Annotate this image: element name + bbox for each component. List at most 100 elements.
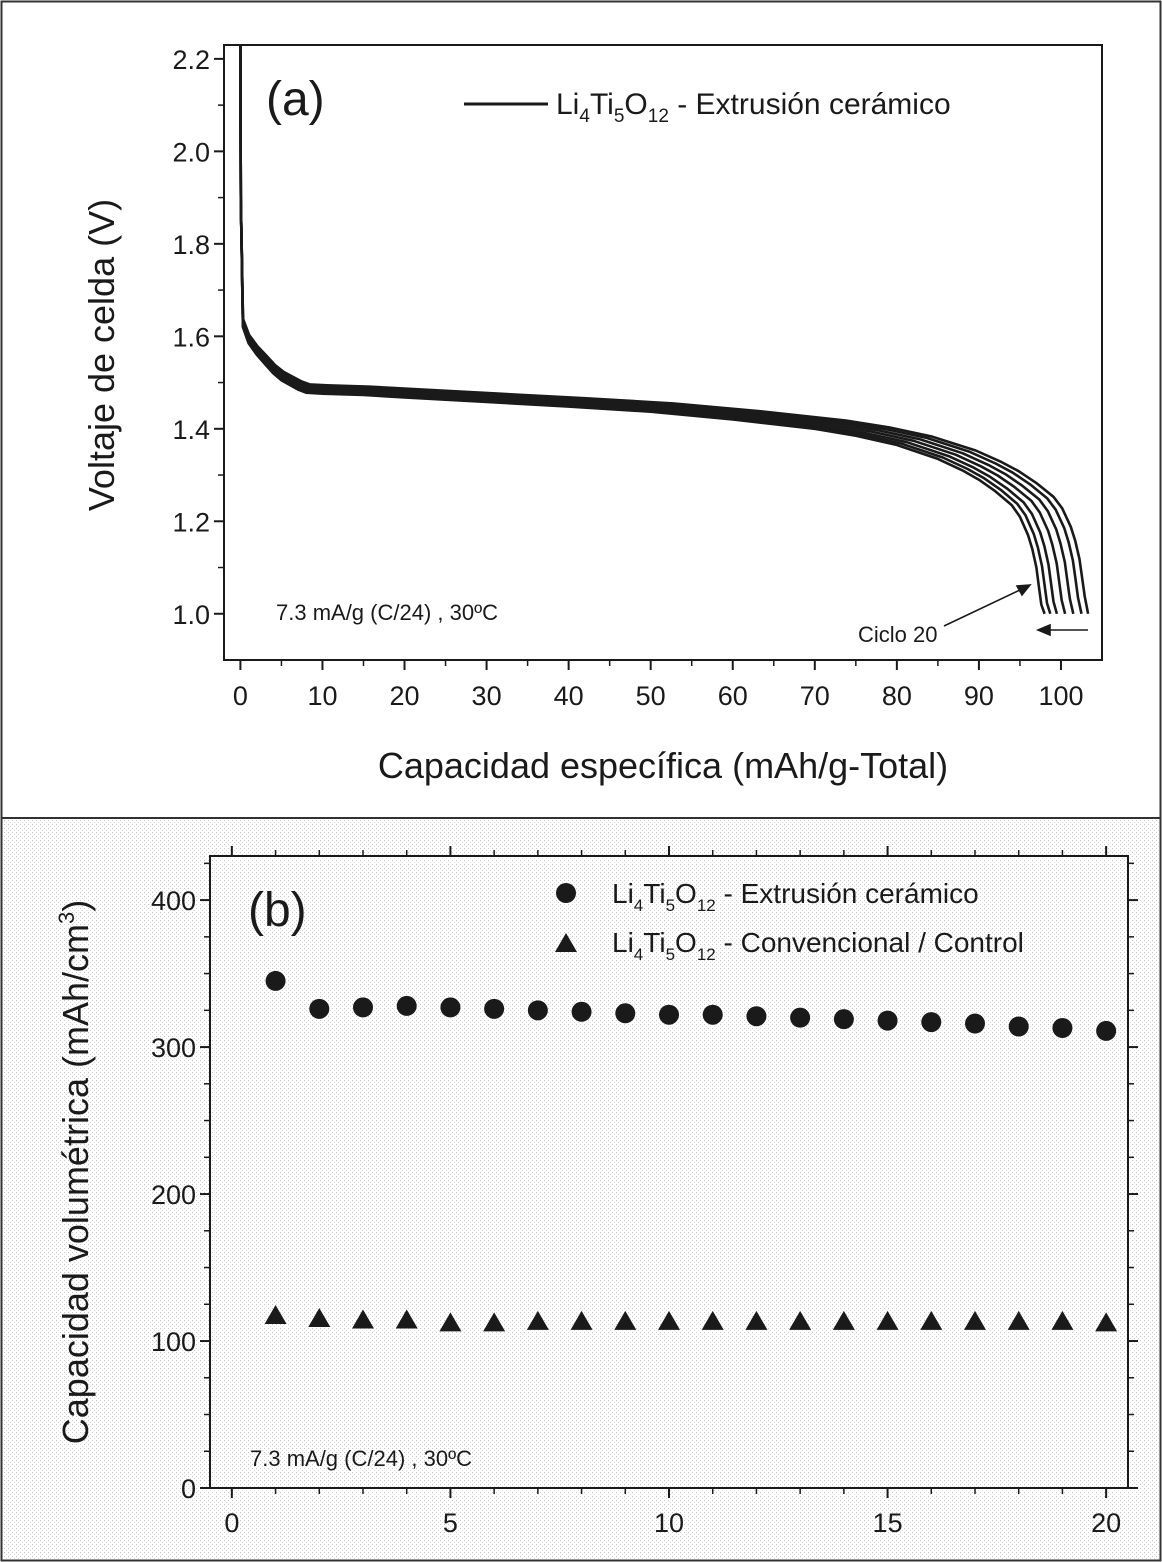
panel-b-point-control xyxy=(439,1312,462,1332)
panel-b-point-extrusion xyxy=(659,1004,679,1025)
panel-b-point-control xyxy=(964,1310,986,1330)
panel-b-point-control xyxy=(1007,1310,1030,1330)
panel-a-x-tick-label: 70 xyxy=(800,681,830,711)
panel-b-legend-label-1: Li4Ti5O12 - Extrusión cerámico xyxy=(612,878,979,915)
panel-b-x-tick-label: 5 xyxy=(443,1508,458,1538)
panel-a-x-axis-title: Capacidad específica (mAh/g-Total) xyxy=(378,745,948,786)
panel-b-point-extrusion xyxy=(353,997,373,1018)
panel-b-legend-triangle-marker xyxy=(555,933,577,952)
panel-a-x-tick-label: 40 xyxy=(554,681,584,711)
panel-a-cycle-arrows xyxy=(943,584,1088,637)
panel-b-point-control xyxy=(483,1312,506,1332)
panel-a-x-tick-label: 90 xyxy=(964,681,994,711)
panel-b-x-tick-label: 10 xyxy=(654,1508,684,1538)
panel-a-y-axis-title: Voltaje de celda (V) xyxy=(81,199,122,511)
panel-a-plot-area xyxy=(223,44,1103,661)
panel-b-point-control xyxy=(701,1310,724,1330)
panel-a-y-tick-label: 1.8 xyxy=(172,230,210,260)
panel-b-point-control xyxy=(264,1305,287,1325)
panel-a-legend-label: Li4Ti5O12 - Extrusión cerámico xyxy=(556,88,951,127)
panel-b-legend-circle-marker xyxy=(556,883,576,903)
panel-b-point-extrusion xyxy=(615,1003,636,1024)
panel-b-point-control xyxy=(789,1310,812,1330)
panel-b-point-control xyxy=(526,1310,549,1330)
panel-b-point-extrusion xyxy=(921,1012,942,1033)
panel-a-legend: Li4Ti5O12 - Extrusión cerámico xyxy=(464,88,951,127)
panel-b-x-tick-label: 20 xyxy=(1091,1508,1121,1538)
panel-b-x-tick-label: 15 xyxy=(873,1508,903,1538)
panel-b-point-extrusion xyxy=(265,970,286,991)
panel-b-y-tick-label: 100 xyxy=(151,1327,196,1357)
panel-b-y-axis-title: Capacidad volumétrica (mAh/cm3) xyxy=(54,900,96,1444)
panel-a-label: (a) xyxy=(266,73,325,126)
panel-b-point-extrusion xyxy=(440,997,461,1018)
panel-a-x-tick-label: 20 xyxy=(389,681,419,711)
panel-b-y-tick-label: 200 xyxy=(151,1180,196,1210)
panel-b-label: (b) xyxy=(248,884,307,937)
panel-b-point-extrusion xyxy=(1052,1017,1073,1038)
panel-b-point-extrusion xyxy=(571,1001,592,1022)
panel-a-arrow-diagonal-head xyxy=(1015,584,1032,597)
panel-a-y-tick-label: 1.4 xyxy=(172,415,210,445)
panel-b-point-control xyxy=(308,1307,331,1327)
panel-a-x-tick-label: 60 xyxy=(718,681,748,711)
panel-a-arrow-diagonal xyxy=(943,588,1023,627)
panel-b-point-extrusion xyxy=(877,1010,898,1031)
panel-a-condition-annotation: 7.3 mA/g (C/24) , 30ºC xyxy=(276,600,498,625)
panel-a-x-tick-label: 0 xyxy=(233,681,248,711)
panel-a-curves xyxy=(239,44,1090,615)
panel-b-point-extrusion xyxy=(1008,1016,1029,1037)
panel-a-y-ticks: 1.0 1.2 1.4 1.6 1.8 2.0 2.2 xyxy=(172,45,224,630)
panel-a-curve-cycle-20 xyxy=(239,44,1046,615)
panel-b-legend: Li4Ti5O12 - Extrusión cerámico Li4Ti5O12… xyxy=(555,878,1024,964)
panel-b-point-extrusion xyxy=(702,1004,723,1025)
panel-b-point-control xyxy=(1051,1310,1074,1330)
panel-b-x-tick-label: 0 xyxy=(224,1508,239,1538)
panel-b-point-control xyxy=(570,1310,593,1330)
panel-a-x-tick-label: 30 xyxy=(472,681,502,711)
panel-b-y-tick-label: 0 xyxy=(181,1474,196,1504)
panel-a-x-tick-label: 100 xyxy=(1038,681,1083,711)
panel-b-point-extrusion xyxy=(746,1006,767,1027)
panel-b-plot-area xyxy=(209,855,1129,1489)
panel-b-point-extrusion xyxy=(790,1007,811,1028)
panel-b-y-tick-label: 300 xyxy=(151,1033,196,1063)
panel-b-y-tick-label: 400 xyxy=(151,886,196,916)
panel-a-x-tick-label: 50 xyxy=(636,681,666,711)
panel-b-condition-annotation: 7.3 mA/g (C/24) , 30ºC xyxy=(250,1446,472,1471)
panel-b-point-extrusion xyxy=(1096,1020,1117,1041)
panel-b-x-ticks: 0 5 10 15 20 xyxy=(224,846,1121,1538)
panel-b-point-extrusion xyxy=(396,995,417,1016)
panel-b-point-control xyxy=(832,1310,855,1330)
panel-a-voltage-profile: 0 10 20 30 40 50 60 70 80 90 100 1.0 1.2 1.4 1.6 1.8 2.… xyxy=(81,44,1103,786)
panel-b-point-control xyxy=(920,1310,943,1330)
panel-a-x-tick-label: 80 xyxy=(882,681,912,711)
panel-b-point-control xyxy=(352,1309,374,1329)
panel-a-x-ticks: 0 10 20 30 40 50 60 70 80 90 100 xyxy=(233,660,1084,711)
panel-b-point-extrusion xyxy=(484,998,505,1019)
panel-b-point-control xyxy=(614,1310,637,1330)
panel-b-volumetric-capacity: 0 5 10 15 20 0 100 200 300 400 (b) Li4Ti5O12 - E… xyxy=(3,820,1159,1559)
panel-b-point-extrusion xyxy=(965,1013,985,1034)
panel-b-legend-label-2: Li4Ti5O12 - Convencional / Control xyxy=(612,927,1024,964)
panel-a-y-tick-label: 2.2 xyxy=(172,45,210,75)
panel-a-y-tick-label: 1.0 xyxy=(172,600,210,630)
panel-b-point-control xyxy=(876,1310,899,1330)
panel-a-cycle-annotation: Ciclo 20 xyxy=(858,622,937,647)
panel-a-arrow-horizontal-head xyxy=(1035,623,1051,637)
panel-a-y-tick-label: 2.0 xyxy=(172,137,210,167)
panel-b-point-control xyxy=(395,1309,418,1329)
panel-b-point-control xyxy=(745,1310,768,1330)
panel-b-points xyxy=(264,970,1118,1332)
panel-b-point-control xyxy=(1095,1312,1118,1332)
panel-b-point-control xyxy=(658,1310,680,1330)
panel-a-y-tick-label: 1.2 xyxy=(172,507,210,537)
panel-b-point-extrusion xyxy=(309,998,330,1019)
panel-a-y-tick-label: 1.6 xyxy=(172,322,210,352)
panel-b-point-extrusion xyxy=(527,1000,548,1021)
panel-b-y-ticks: 0 100 200 300 400 xyxy=(151,862,1138,1504)
panel-a-x-tick-label: 10 xyxy=(307,681,337,711)
panel-b-point-extrusion xyxy=(833,1009,854,1030)
